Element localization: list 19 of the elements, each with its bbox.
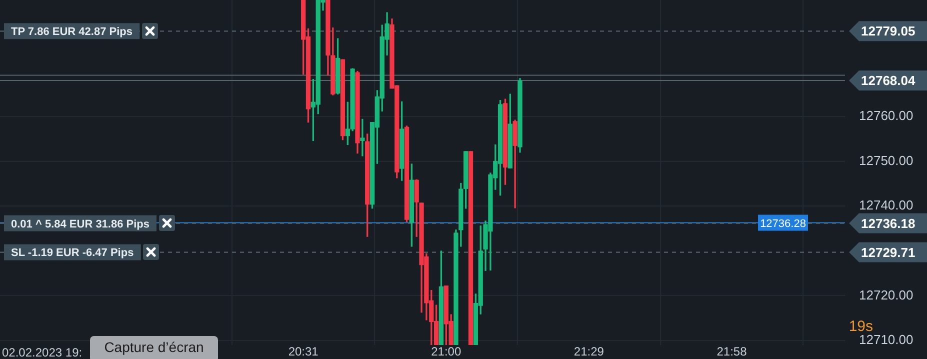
text: 12768.04 bbox=[861, 73, 916, 88]
y-tick-label: 12720.00 bbox=[859, 287, 914, 302]
ref-line-label: 0.01 ^ 5.84 EUR 31.86 Pips bbox=[11, 218, 150, 230]
candlestick bbox=[360, 118, 365, 156]
x-tick-label: 21:29 bbox=[574, 344, 604, 359]
text: 02.02.2023 19: bbox=[2, 345, 82, 359]
text: 12736.18 bbox=[861, 216, 916, 231]
y-tick-label: 12750.00 bbox=[859, 152, 914, 168]
annotation: 12736.28 bbox=[760, 218, 806, 230]
y-tick-label: 12740.00 bbox=[859, 198, 914, 213]
annotation: Capture d’écran bbox=[90, 336, 218, 359]
x-tick-label: 21:58 bbox=[716, 344, 748, 359]
ref-line-label: TP 7.86 EUR 42.87 Pips bbox=[11, 26, 132, 38]
x-tick-label: 20:31 bbox=[288, 344, 319, 359]
text: 12729.71 bbox=[861, 244, 916, 260]
ref-line-label: SL -1.19 EUR -6.47 Pips bbox=[11, 247, 134, 260]
x-tick-label: 21:00 bbox=[431, 344, 462, 359]
y-tick-label: 12760.00 bbox=[859, 108, 914, 124]
text: 12779.05 bbox=[861, 24, 916, 39]
